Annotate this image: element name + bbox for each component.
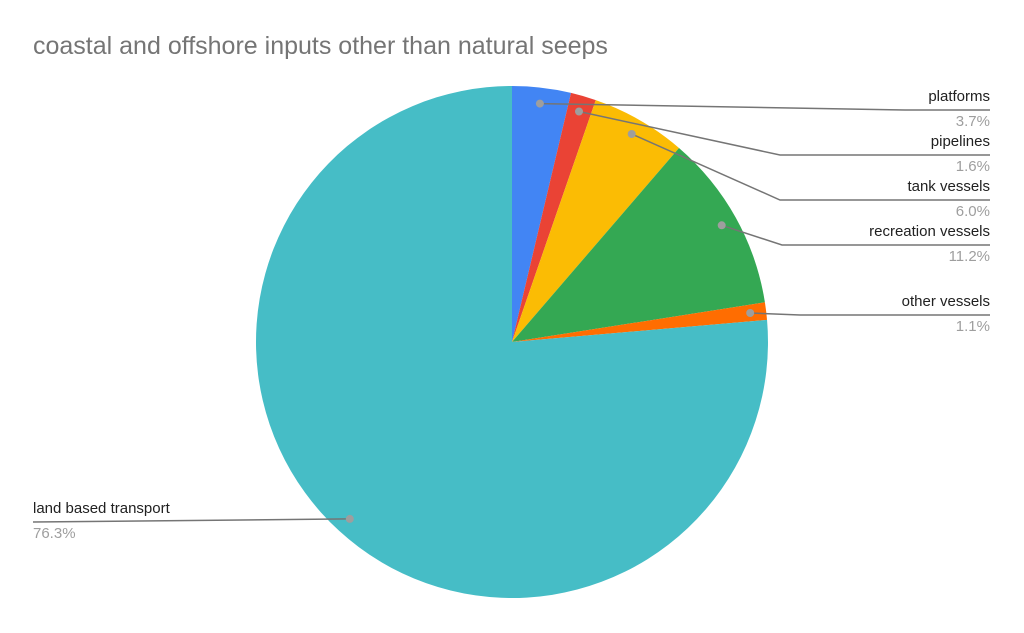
leader-line-platforms [539,102,990,111]
leader-dot-recreation-vessels [717,221,726,230]
slice-label-platforms: platforms [928,88,990,105]
leader-line-land-based-transport [32,518,350,523]
slice-label-recreation-vessels: recreation vessels [869,223,990,240]
chart-title: coastal and offshore inputs other than n… [33,32,608,60]
pie-slice-land-based-transport[interactable] [255,86,768,598]
pie-slice-pipelines[interactable] [512,92,596,343]
leader-line-recreation-vessels [721,224,990,246]
pie-slice-other-vessels[interactable] [512,302,768,342]
leader-dot-pipelines [575,107,583,116]
slice-label-land-based-transport: land based transport [33,500,170,517]
leader-dot-land-based-transport [345,514,354,523]
leader-dot-tank-vessels [627,130,636,138]
slice-percent-platforms: 3.7% [955,113,990,130]
slice-percent-land-based-transport: 76.3% [33,525,76,542]
slice-label-other-vessels: other vessels [901,293,990,310]
leader-line-tank-vessels [631,133,990,201]
slice-percent-tank-vessels: 6.0% [955,203,990,220]
slice-percent-recreation-vessels: 11.2% [948,248,990,265]
slice-label-pipelines: pipelines [930,133,990,150]
slice-percent-pipelines: 1.6% [955,158,990,175]
pie-slice-recreation-vessels[interactable] [512,147,765,342]
leader-dot-other-vessels [746,309,755,317]
pie-slice-tank-vessels[interactable] [512,100,680,342]
pie-slice-platforms[interactable] [512,85,572,342]
leader-dot-platforms [535,99,544,108]
leader-line-pipelines [578,110,990,156]
leader-line-other-vessels [750,312,990,316]
slice-label-tank-vessels: tank vessels [907,178,990,195]
slice-percent-other-vessels: 1.1% [955,318,990,335]
